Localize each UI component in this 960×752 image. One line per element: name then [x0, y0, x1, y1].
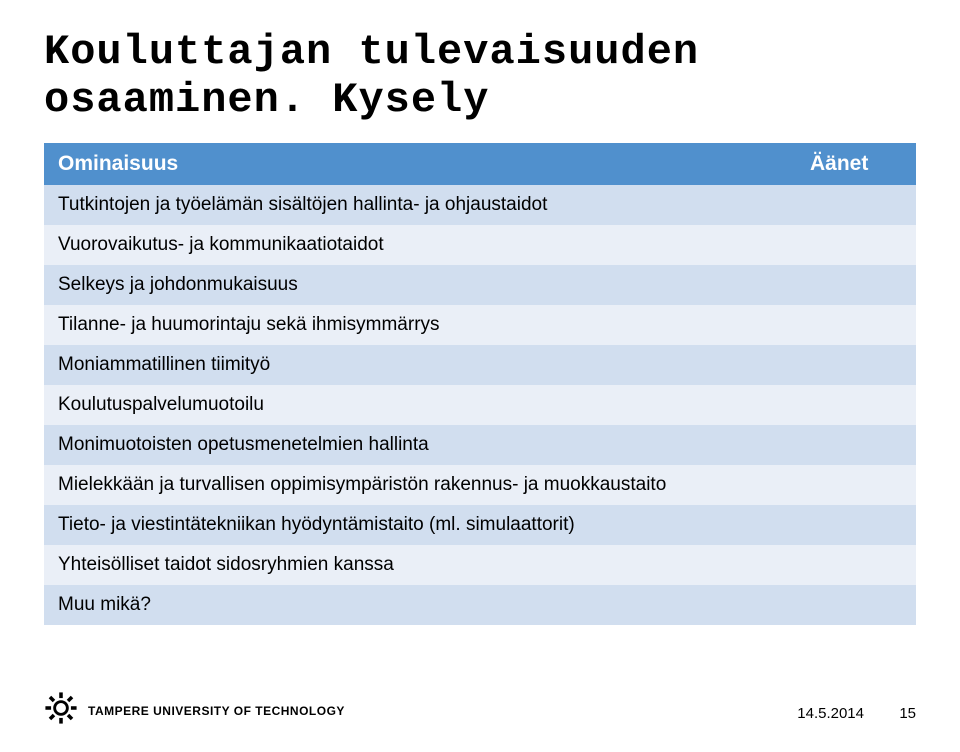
cell-feature: Mielekkään ja turvallisen oppimisympäris…: [44, 465, 796, 505]
table-row: Tutkintojen ja työelämän sisältöjen hall…: [44, 185, 916, 225]
table-row: Koulutuspalvelumuotoilu: [44, 385, 916, 425]
cell-feature: Selkeys ja johdonmukaisuus: [44, 265, 796, 305]
cell-votes: [796, 265, 916, 305]
title-line-1: Kouluttajan tulevaisuuden: [44, 28, 699, 76]
footer-date: 14.5.2014: [797, 705, 864, 722]
cell-votes: [796, 225, 916, 265]
table-row: Yhteisölliset taidot sidosryhmien kanssa: [44, 545, 916, 585]
table-row: Tilanne- ja huumorintaju sekä ihmisymmär…: [44, 305, 916, 345]
table-row: Moniammatillinen tiimityö: [44, 345, 916, 385]
footer-page-number: 15: [899, 705, 916, 722]
col-header-votes: Äänet: [796, 143, 916, 185]
slide-footer: TAMPERE UNIVERSITY OF TECHNOLOGY 14.5.20…: [0, 686, 960, 730]
cell-feature: Tieto- ja viestintätekniikan hyödyntämis…: [44, 505, 796, 545]
table-row: Muu mikä?: [44, 585, 916, 625]
cell-votes: [796, 305, 916, 345]
page-title: Kouluttajan tulevaisuuden osaaminen. Kys…: [44, 28, 916, 125]
table-row: Vuorovaikutus- ja kommunikaatiotaidot: [44, 225, 916, 265]
table-row: Tieto- ja viestintätekniikan hyödyntämis…: [44, 505, 916, 545]
cell-feature: Monimuotoisten opetusmenetelmien hallint…: [44, 425, 796, 465]
cell-votes: [796, 585, 916, 625]
slide: Kouluttajan tulevaisuuden osaaminen. Kys…: [0, 0, 960, 752]
cell-feature: Koulutuspalvelumuotoilu: [44, 385, 796, 425]
col-header-feature: Ominaisuus: [44, 143, 796, 185]
cell-feature: Tilanne- ja huumorintaju sekä ihmisymmär…: [44, 305, 796, 345]
cell-feature: Yhteisölliset taidot sidosryhmien kanssa: [44, 545, 796, 585]
table-row: Selkeys ja johdonmukaisuus: [44, 265, 916, 305]
cell-votes: [796, 465, 916, 505]
cell-feature: Tutkintojen ja työelämän sisältöjen hall…: [44, 185, 796, 225]
table-row: Mielekkään ja turvallisen oppimisympäris…: [44, 465, 916, 505]
cell-votes: [796, 185, 916, 225]
gear-icon: [44, 691, 78, 730]
cell-feature: Muu mikä?: [44, 585, 796, 625]
title-line-2: osaaminen. Kysely: [44, 76, 489, 124]
cell-votes: [796, 425, 916, 465]
cell-votes: [796, 505, 916, 545]
cell-votes: [796, 345, 916, 385]
table-header-row: Ominaisuus Äänet: [44, 143, 916, 185]
cell-votes: [796, 385, 916, 425]
logo-text: TAMPERE UNIVERSITY OF TECHNOLOGY: [88, 704, 345, 718]
university-logo: TAMPERE UNIVERSITY OF TECHNOLOGY: [44, 691, 345, 730]
table-row: Monimuotoisten opetusmenetelmien hallint…: [44, 425, 916, 465]
features-table: Ominaisuus Äänet Tutkintojen ja työelämä…: [44, 143, 916, 625]
cell-votes: [796, 545, 916, 585]
cell-feature: Vuorovaikutus- ja kommunikaatiotaidot: [44, 225, 796, 265]
cell-feature: Moniammatillinen tiimityö: [44, 345, 796, 385]
